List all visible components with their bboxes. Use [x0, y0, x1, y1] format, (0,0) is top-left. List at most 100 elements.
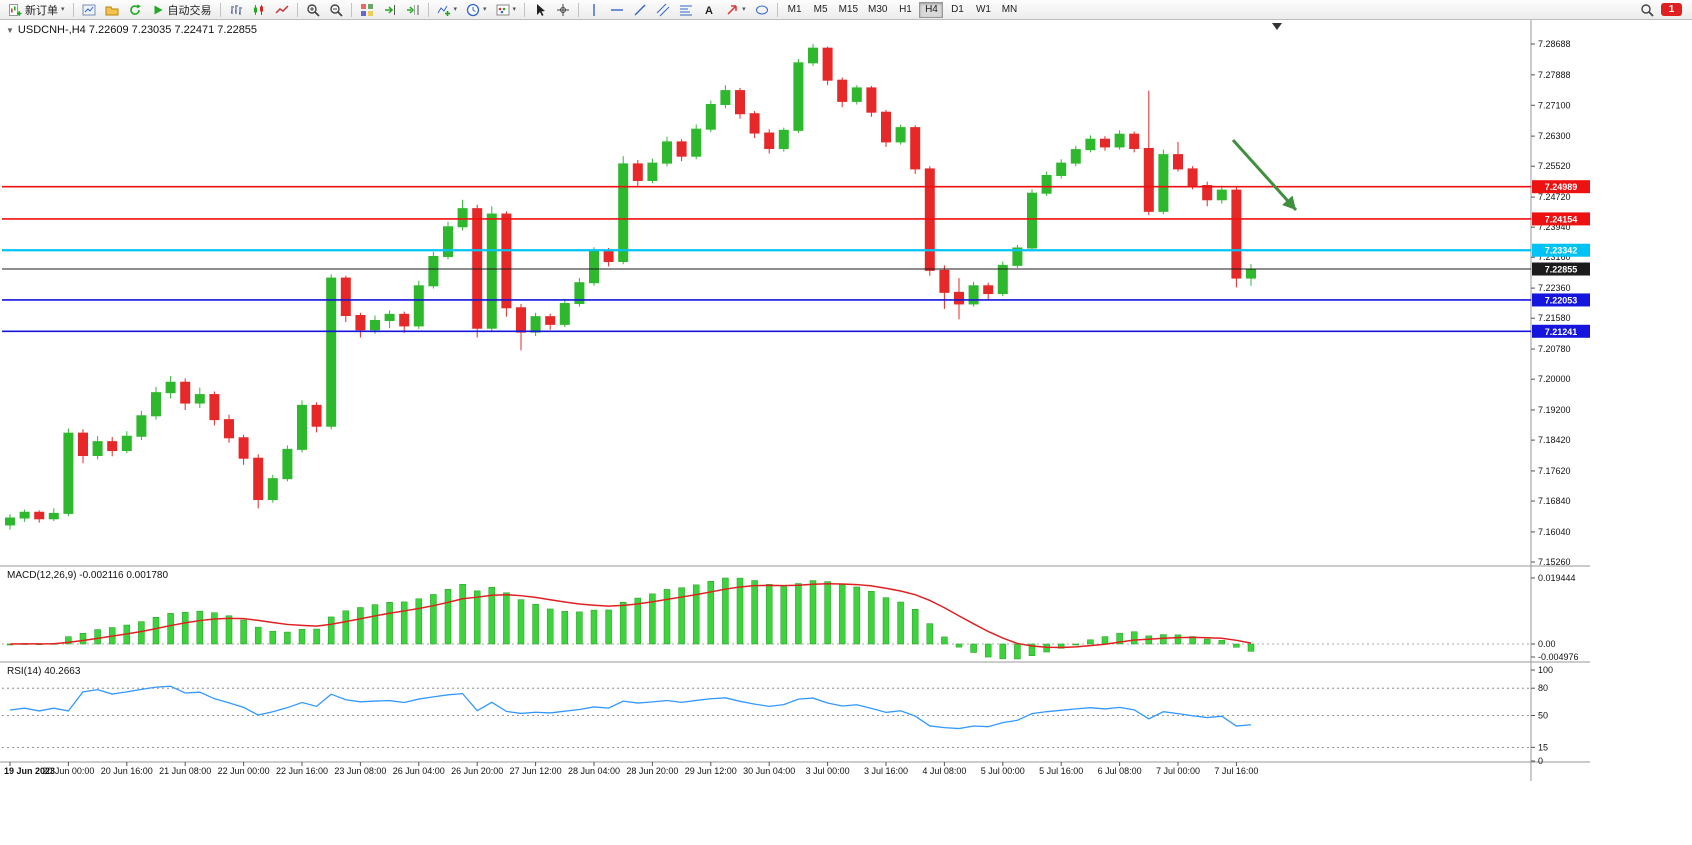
symbol-dropdown-caret[interactable]: ▼ — [6, 26, 14, 35]
timeframe-W1[interactable]: W1 — [971, 2, 995, 18]
zoom-in-icon — [306, 3, 320, 17]
periods-button[interactable]: ▾ — [462, 1, 491, 18]
svg-text:7.27888: 7.27888 — [1538, 70, 1571, 80]
chart-shift-button[interactable] — [402, 1, 424, 18]
svg-text:21 Jun 08:00: 21 Jun 08:00 — [159, 766, 211, 776]
svg-text:19 Jun 2023: 19 Jun 2023 — [4, 766, 55, 776]
timeframe-M5[interactable]: M5 — [809, 2, 833, 18]
toolbar-separator — [72, 2, 74, 17]
svg-text:7.22360: 7.22360 — [1538, 283, 1571, 293]
zoom-in-button[interactable] — [302, 1, 324, 18]
svg-text:3 Jul 16:00: 3 Jul 16:00 — [864, 766, 908, 776]
svg-text:20 Jun 16:00: 20 Jun 16:00 — [101, 766, 153, 776]
chart-header: ▼ USDCNH-,H4 7.22609 7.23035 7.22471 7.22… — [6, 24, 257, 36]
cursor-button[interactable] — [529, 1, 551, 18]
chevron-down-icon: ▾ — [512, 6, 517, 13]
timeframe-M1[interactable]: M1 — [783, 2, 807, 18]
svg-text:7.21580: 7.21580 — [1538, 313, 1571, 323]
autotrading-icon — [154, 5, 163, 14]
clock-icon — [466, 3, 480, 16]
timeframe-M30[interactable]: M30 — [864, 2, 891, 18]
svg-text:7.16840: 7.16840 — [1538, 496, 1571, 506]
toolbar-separator — [296, 2, 298, 17]
indicators-button[interactable]: ▾ — [433, 1, 462, 18]
profiles-button[interactable] — [101, 1, 123, 18]
shapes-button[interactable] — [751, 1, 773, 18]
text-button[interactable]: A — [698, 1, 720, 18]
autotrading-button[interactable]: 自动交易 — [147, 1, 216, 18]
channel-button[interactable] — [652, 1, 674, 18]
svg-text:22 Jun 00:00: 22 Jun 00:00 — [218, 766, 270, 776]
toolbar-separator — [578, 2, 580, 17]
toolbar-separator — [350, 2, 352, 17]
timeframe-M15[interactable]: M15 — [835, 2, 862, 18]
svg-text:7 Jul 16:00: 7 Jul 16:00 — [1214, 766, 1258, 776]
trendline-icon — [634, 4, 646, 15]
svg-text:7.15260: 7.15260 — [1538, 557, 1571, 567]
chart-window-icon — [82, 4, 96, 15]
svg-text:7.23940: 7.23940 — [1538, 222, 1571, 232]
bar-chart-button[interactable] — [225, 1, 247, 18]
horizontal-line-icon — [611, 8, 624, 11]
search-button[interactable] — [1636, 1, 1658, 18]
svg-text:28 Jun 04:00: 28 Jun 04:00 — [568, 766, 620, 776]
crosshair-button[interactable] — [552, 1, 574, 18]
svg-text:0.019444: 0.019444 — [1538, 573, 1576, 583]
toolbar-separator — [776, 2, 778, 17]
zoom-out-button[interactable] — [325, 1, 347, 18]
bar-chart-icon — [230, 4, 242, 15]
svg-text:7.16040: 7.16040 — [1538, 527, 1571, 537]
svg-text:27 Jun 12:00: 27 Jun 12:00 — [510, 766, 562, 776]
svg-text:7.20000: 7.20000 — [1538, 374, 1571, 384]
fibonacci-button[interactable] — [675, 1, 697, 18]
main-toolbar: 新订单 ▾ 自动交易 — [0, 0, 1692, 20]
arrow-tool-icon — [727, 4, 737, 15]
templates-button[interactable]: ▾ — [492, 1, 521, 18]
autotrading-label: 自动交易 — [167, 4, 212, 17]
tile-windows-button[interactable] — [356, 1, 378, 18]
svg-text:7.22855: 7.22855 — [1545, 265, 1578, 275]
chart-ohlc: 7.22609 7.23035 7.22471 7.22855 — [88, 24, 258, 36]
svg-text:23 Jun 08:00: 23 Jun 08:00 — [334, 766, 386, 776]
svg-text:5 Jul 16:00: 5 Jul 16:00 — [1039, 766, 1083, 776]
indicators-icon — [437, 5, 450, 16]
timeframe-H4[interactable]: H4 — [919, 1, 944, 18]
svg-text:7.20780: 7.20780 — [1538, 344, 1571, 354]
timeframe-H1[interactable]: H1 — [893, 2, 917, 18]
new-order-button[interactable]: 新订单 ▾ — [4, 1, 69, 18]
trendline-button[interactable] — [629, 1, 651, 18]
candle-chart-button[interactable] — [248, 1, 270, 18]
svg-text:22 Jun 16:00: 22 Jun 16:00 — [276, 766, 328, 776]
svg-text:7.24720: 7.24720 — [1538, 192, 1571, 202]
tile-windows-icon — [360, 3, 373, 16]
timeframe-MN[interactable]: MN — [997, 2, 1021, 18]
autoscroll-button[interactable] — [379, 1, 401, 18]
line-chart-button[interactable] — [271, 1, 293, 18]
svg-text:26 Jun 04:00: 26 Jun 04:00 — [393, 766, 445, 776]
macd-header: MACD(12,26,9) -0.002116 0.001780 — [7, 570, 168, 581]
macd-values: -0.002116 0.001780 — [79, 570, 169, 581]
refresh-button[interactable] — [124, 1, 146, 18]
arrows-button[interactable]: ▾ — [721, 1, 750, 18]
svg-text:3 Jul 00:00: 3 Jul 00:00 — [806, 766, 850, 776]
vertical-line-button[interactable] — [583, 1, 605, 18]
svg-text:7.23342: 7.23342 — [1545, 246, 1578, 256]
svg-text:7.19200: 7.19200 — [1538, 405, 1571, 415]
timeframe-group: M1 M5 M15 M30 H1 H4 D1 W1 MN — [782, 1, 1023, 18]
notification-badge[interactable]: 1 — [1661, 3, 1682, 16]
search-icon — [1641, 3, 1654, 17]
toolbar-separator — [524, 2, 526, 17]
svg-text:100: 100 — [1538, 665, 1553, 675]
svg-text:-0.004976: -0.004976 — [1538, 652, 1579, 662]
fibonacci-icon — [680, 5, 693, 15]
horizontal-line-button[interactable] — [606, 1, 628, 18]
timeframe-D1[interactable]: D1 — [945, 2, 969, 18]
charts-window-button[interactable] — [78, 1, 100, 18]
svg-text:29 Jun 12:00: 29 Jun 12:00 — [685, 766, 737, 776]
new-order-icon — [9, 3, 22, 16]
autoscroll-icon — [384, 4, 395, 15]
svg-text:0: 0 — [1538, 756, 1543, 766]
svg-text:50: 50 — [1538, 711, 1548, 721]
